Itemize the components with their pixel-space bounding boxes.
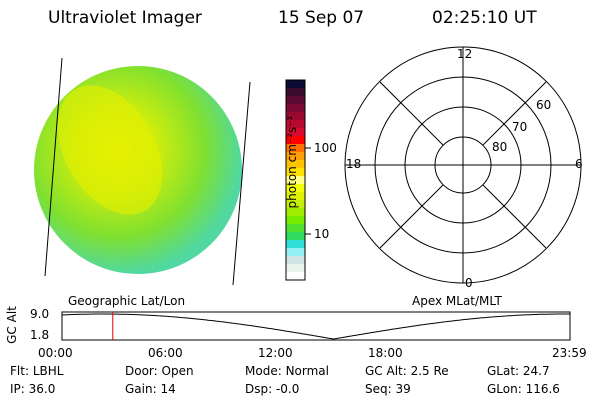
status-field: IP: 36.0 <box>10 382 55 396</box>
apex-label: Apex MLat/MLT <box>412 294 502 308</box>
status-key: Seq: <box>365 382 396 396</box>
status-key: Gain: <box>125 382 161 396</box>
status-field: Seq: 39 <box>365 382 411 396</box>
colorbar-band <box>286 192 305 201</box>
earth-image <box>34 57 251 286</box>
colorbar-band <box>286 128 305 137</box>
status-value: -0.0 <box>275 382 300 396</box>
colorbar-band <box>286 224 305 233</box>
status-key: IP: <box>10 382 29 396</box>
geo-label: Geographic Lat/Lon <box>68 294 186 308</box>
colorbar-band <box>286 120 305 129</box>
status-key: GC Alt: <box>365 364 411 378</box>
status-field: GC Alt: 2.5 Re <box>365 364 449 378</box>
alt-xtick: 06:00 <box>148 346 183 360</box>
alt-xtick: 00:00 <box>38 346 73 360</box>
status-key: Door: <box>125 364 162 378</box>
colorbar-band <box>286 144 305 153</box>
colorbar-band <box>286 88 305 97</box>
status-value: LBHL <box>32 364 64 378</box>
colorbar <box>285 79 306 281</box>
altitude-plot <box>61 311 571 341</box>
colorbar-band <box>286 240 305 249</box>
lat-label: 80 <box>492 140 508 154</box>
alt-ytick: 1.8 <box>30 328 50 342</box>
status-field: Dsp: -0.0 <box>245 382 299 396</box>
status-value: 24.7 <box>522 364 550 378</box>
colorbar-band <box>286 200 305 209</box>
mlt-label: 6 <box>575 157 583 171</box>
colorbar-band <box>286 160 305 169</box>
status-value: 2.5 Re <box>410 364 449 378</box>
status-field: Gain: 14 <box>125 382 176 396</box>
status-value: 116.6 <box>525 382 560 396</box>
status-key: GLon: <box>487 382 526 396</box>
colorbar-label: photon cm⁻²s⁻¹ <box>285 115 299 209</box>
lat-label: 60 <box>536 98 552 112</box>
status-value: Open <box>161 364 194 378</box>
alt-xtick: 18:00 <box>368 346 403 360</box>
lat-label: 70 <box>512 120 528 134</box>
status-value: 39 <box>395 382 411 396</box>
status-value: 36.0 <box>28 382 56 396</box>
colorbar-band <box>286 152 305 161</box>
colorbar-band <box>286 80 305 89</box>
mlt-label: 0 <box>465 276 473 290</box>
polar-grid <box>344 46 582 284</box>
colorbar-band <box>286 168 305 177</box>
colorbar-band <box>286 104 305 113</box>
colorbar-band <box>286 232 305 241</box>
alt-ylabel: GC Alt <box>4 306 19 344</box>
colorbar-band <box>286 96 305 105</box>
instrument-title: Ultraviolet Imager <box>48 8 202 28</box>
status-key: Flt: <box>10 364 33 378</box>
colorbar-band <box>286 216 305 225</box>
colorbar-band <box>286 184 305 193</box>
status-field: Mode: Normal <box>245 364 329 378</box>
status-key: GLat: <box>487 364 523 378</box>
colorbar-band <box>286 264 305 273</box>
status-field: Door: Open <box>125 364 194 378</box>
alt-ytick: 9.0 <box>30 307 50 321</box>
status-field: GLat: 24.7 <box>487 364 550 378</box>
date: 15 Sep 07 <box>278 8 365 28</box>
alt-xtick: 12:00 <box>258 346 293 360</box>
alt-xtick: 23:59 <box>552 346 587 360</box>
colorbar-tick: 10 <box>314 227 330 241</box>
status-value: Normal <box>285 364 329 378</box>
status-key: Dsp: <box>245 382 276 396</box>
colorbar-band <box>286 176 305 185</box>
colorbar-band <box>286 112 305 121</box>
status-field: GLon: 116.6 <box>487 382 560 396</box>
mlt-label: 18 <box>346 157 362 171</box>
status-value: 14 <box>160 382 176 396</box>
status-field: Flt: LBHL <box>10 364 63 378</box>
colorbar-band <box>286 208 305 217</box>
colorbar-band <box>286 272 305 281</box>
colorbar-band <box>286 256 305 265</box>
colorbar-band <box>286 248 305 257</box>
time: 02:25:10 UT <box>432 8 537 28</box>
status-key: Mode: <box>245 364 286 378</box>
mlt-label: 12 <box>457 47 473 61</box>
colorbar-band <box>286 136 305 145</box>
colorbar-tick: 100 <box>314 141 337 155</box>
